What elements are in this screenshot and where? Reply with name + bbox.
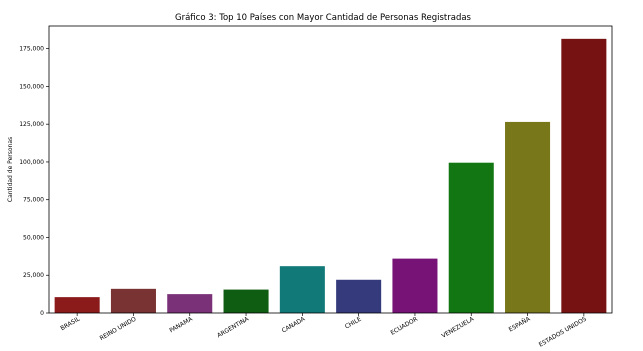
y-tick-label: 125,000 xyxy=(19,121,44,128)
chart-title: Gráfico 3: Top 10 Países con Mayor Canti… xyxy=(175,13,472,23)
y-axis: 0 25,000 50,000 75,000 100,000 125,000 150,000… xyxy=(19,46,49,317)
bars-group xyxy=(54,38,607,313)
y-tick-label: 175,000 xyxy=(19,46,44,53)
bar-brasil xyxy=(54,297,100,313)
y-tick-label: 50,000 xyxy=(23,234,44,241)
bar-ecuador xyxy=(392,258,438,313)
bar-reino-unido xyxy=(110,288,156,313)
bar-panama xyxy=(167,294,213,313)
y-tick-label: 75,000 xyxy=(23,197,44,204)
bar-chile xyxy=(336,279,382,313)
bar-venezuela xyxy=(448,162,494,313)
y-axis-label: Cantidad de Personas xyxy=(7,137,14,202)
y-tick-label: 100,000 xyxy=(19,159,44,166)
bar-españa xyxy=(505,121,551,313)
bar-argentina xyxy=(223,289,269,313)
y-tick-label: 0 xyxy=(40,310,44,317)
bar-estados-unidos xyxy=(561,38,607,313)
y-tick-label: 25,000 xyxy=(23,272,44,279)
plot-frame xyxy=(48,25,613,314)
bar-canada xyxy=(279,266,325,313)
y-tick-label: 150,000 xyxy=(19,83,44,90)
